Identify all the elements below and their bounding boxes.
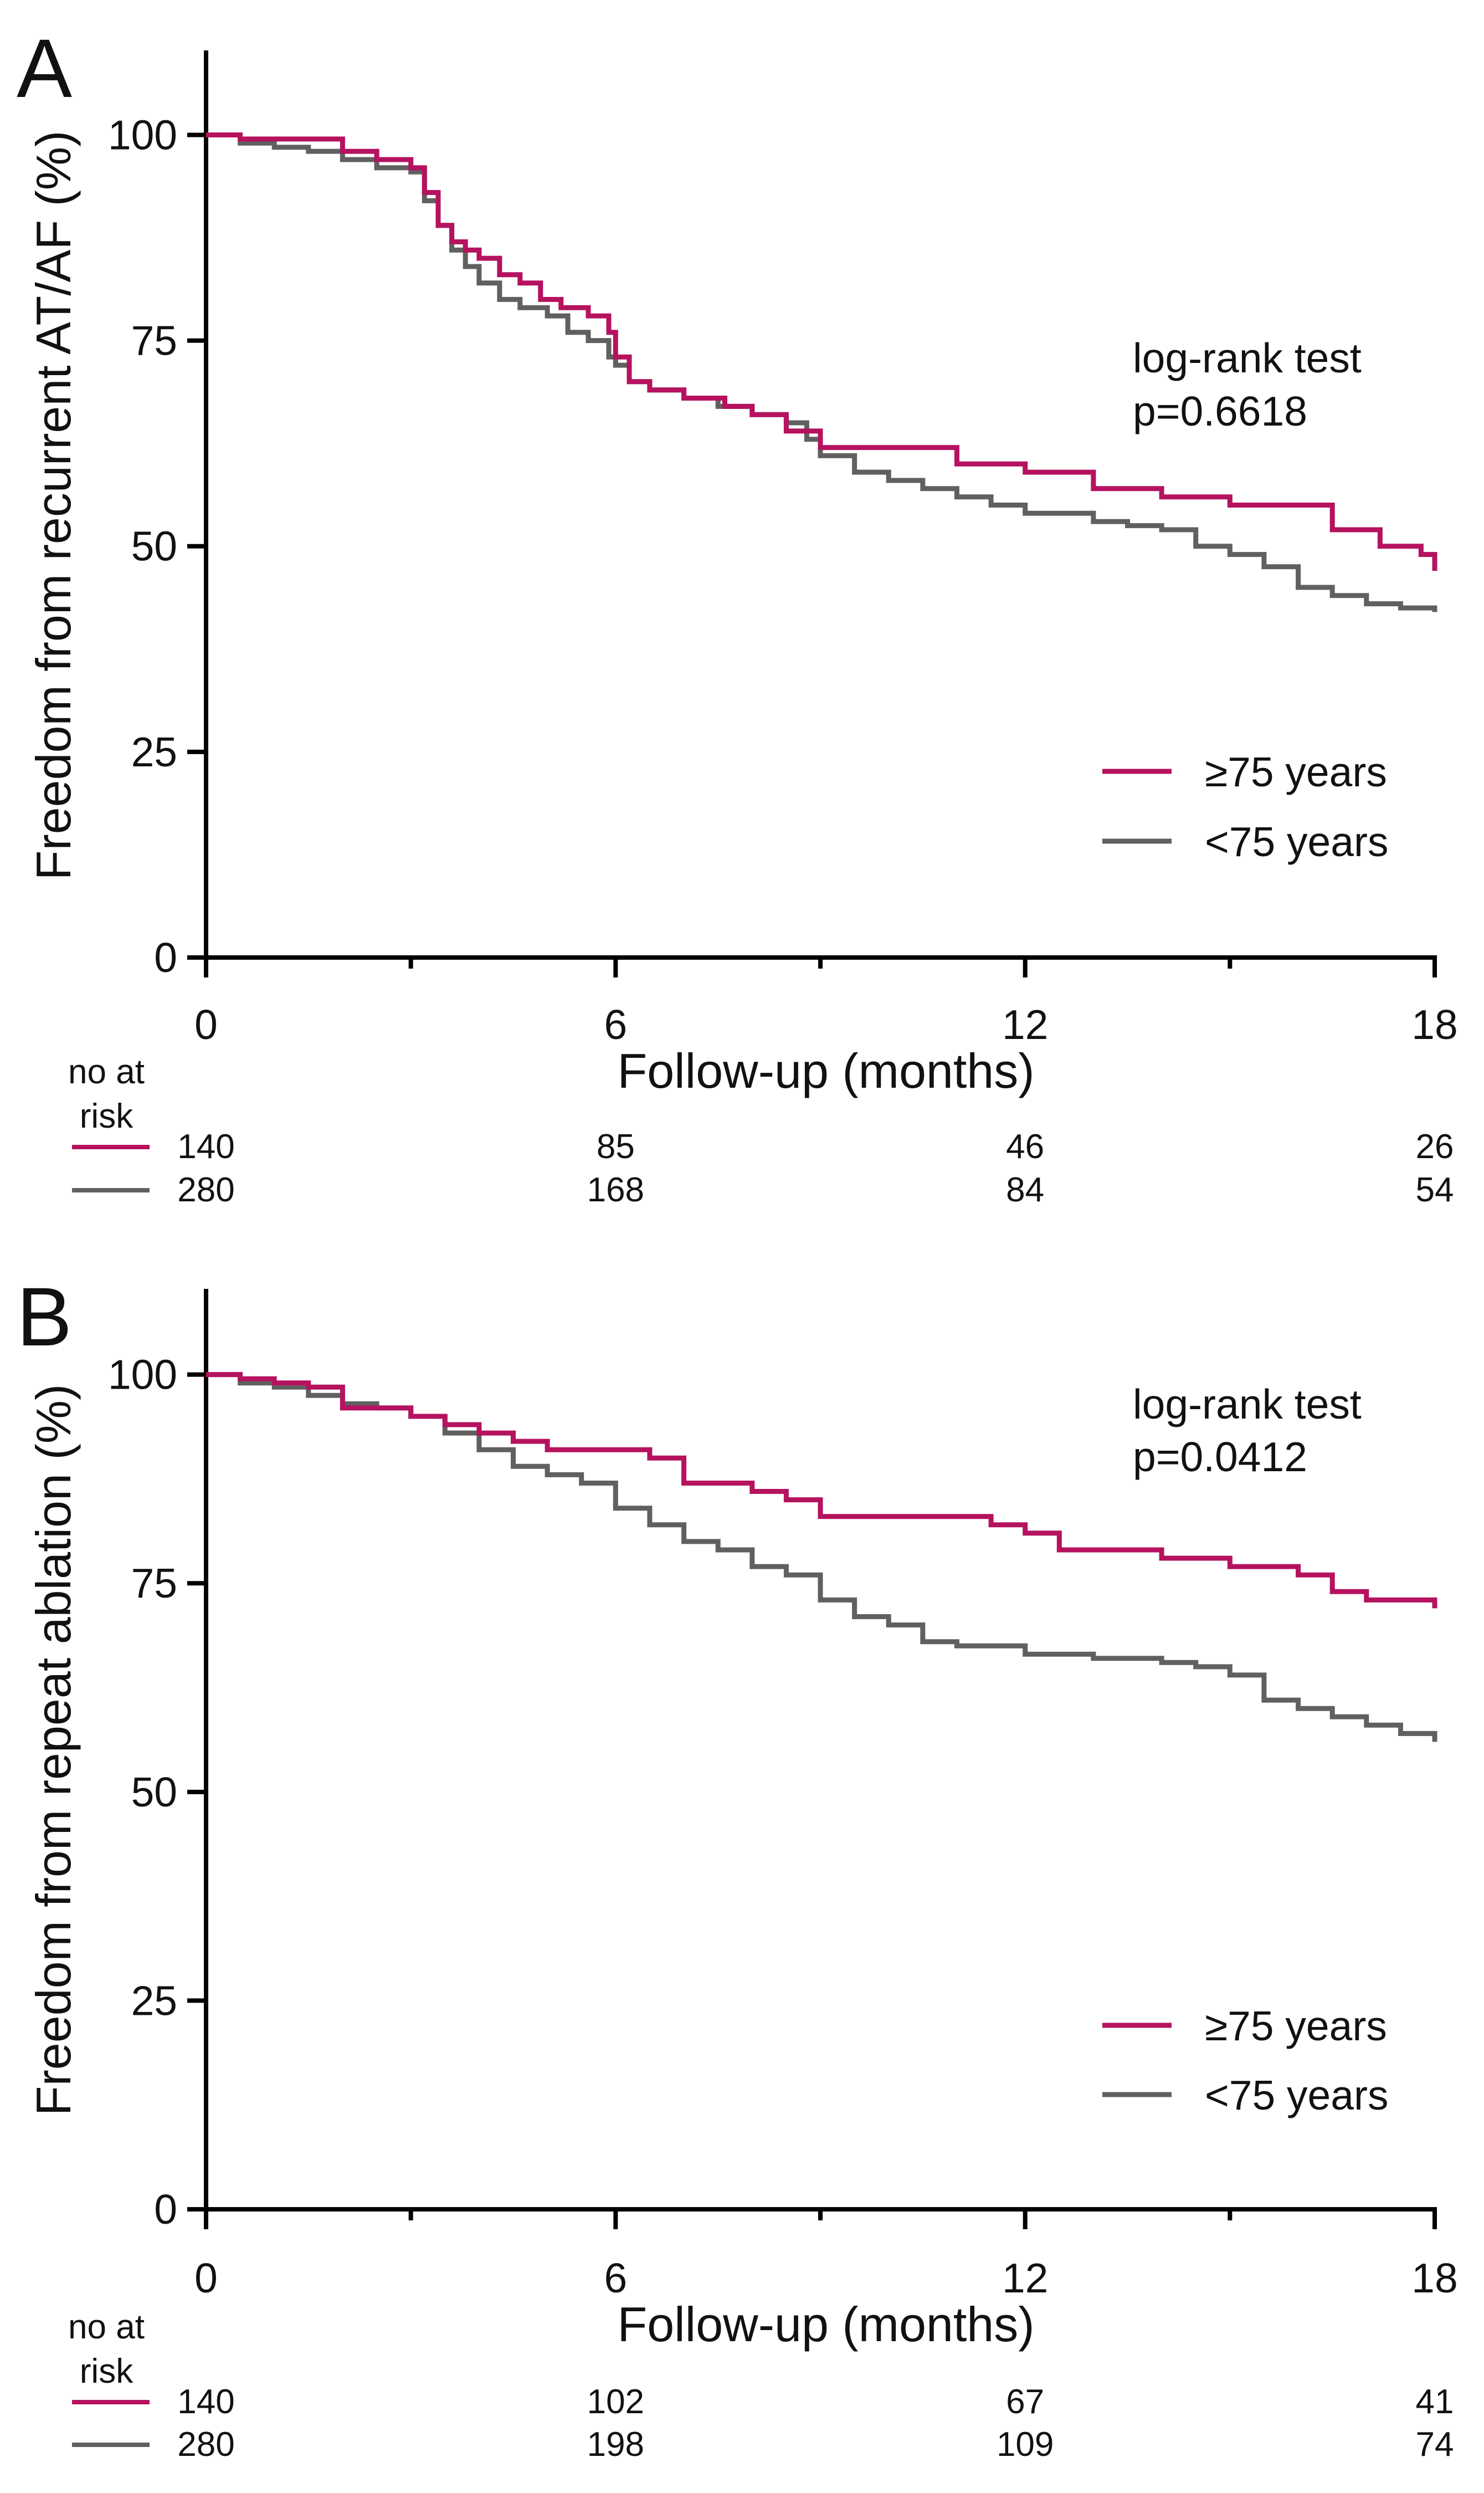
y-tick-label: 50 (131, 1769, 177, 1815)
x-tick-label: 18 (1411, 1001, 1457, 1048)
y-tick-label: 25 (131, 1977, 177, 2024)
x-axis-label: Follow-up (months) (617, 1043, 1034, 1098)
logrank-label: log-rank test (1133, 1381, 1362, 1427)
risk-count: 168 (587, 1171, 644, 1209)
panel-b: B 0 25 50 75 100 0 6 12 18 Follow-up (months) Freed… (17, 1270, 1458, 2464)
y-tick-label: 50 (131, 523, 177, 570)
legend-label-younger: <75 years (1205, 2072, 1388, 2118)
panel-letter: A (17, 22, 72, 115)
y-axis-label: Freedom from recurrent AT/AF (%) (26, 131, 81, 881)
x-tick-label: 12 (1002, 2255, 1048, 2301)
legend-label-older: ≥75 years (1205, 2003, 1387, 2049)
x-tick-label: 6 (604, 1001, 627, 1048)
panel-letter: B (17, 1270, 72, 1363)
y-axis-label: Freedom from repeat ablation (%) (26, 1384, 81, 2116)
legend-label-older: ≥75 years (1205, 749, 1387, 795)
x-tick-label: 18 (1411, 2255, 1457, 2301)
series-older-curve (206, 1372, 1437, 1609)
y-tick-label: 100 (108, 111, 177, 158)
risk-count: 26 (1416, 1128, 1454, 1166)
risk-count: 54 (1416, 1171, 1454, 1209)
risk-header-line2: risk (80, 1097, 133, 1135)
risk-header-line2: risk (80, 2352, 133, 2390)
x-tick-label: 12 (1002, 1001, 1048, 1048)
risk-count: 85 (597, 1128, 635, 1166)
logrank-p-value: p=0.0412 (1133, 1434, 1307, 1480)
risk-header-line1: no at (68, 1053, 145, 1091)
risk-count: 140 (177, 1128, 234, 1166)
panel-a: A 0 25 50 75 100 0 6 12 18 Follow-up (months) Freed… (17, 22, 1458, 1209)
risk-count: 280 (177, 2425, 234, 2464)
risk-count: 140 (177, 2383, 234, 2421)
risk-count: 280 (177, 1171, 234, 1209)
risk-count: 102 (587, 2383, 644, 2421)
series-older-curve (206, 132, 1437, 571)
risk-count: 41 (1416, 2383, 1454, 2421)
series-younger-curve (206, 1372, 1437, 1742)
risk-count: 84 (1006, 1171, 1044, 1209)
x-tick-label: 0 (194, 2255, 218, 2301)
risk-count: 198 (587, 2425, 644, 2464)
legend-label-younger: <75 years (1205, 818, 1388, 865)
risk-count: 67 (1006, 2383, 1044, 2421)
x-tick-label: 0 (194, 1001, 218, 1048)
risk-header-line1: no at (68, 2308, 145, 2346)
risk-count: 46 (1006, 1128, 1044, 1166)
y-tick-label: 25 (131, 729, 177, 775)
logrank-label: log-rank test (1133, 335, 1362, 381)
y-tick-label: 0 (154, 934, 177, 981)
logrank-p-value: p=0.6618 (1133, 388, 1307, 434)
risk-count: 109 (997, 2425, 1054, 2464)
y-tick-label: 100 (108, 1352, 177, 1398)
y-tick-label: 75 (131, 318, 177, 364)
y-tick-label: 0 (154, 2186, 177, 2233)
series-younger-curve (206, 132, 1437, 612)
x-tick-label: 6 (604, 2255, 627, 2301)
y-tick-label: 75 (131, 1560, 177, 1606)
risk-count: 74 (1416, 2425, 1454, 2464)
x-axis-label: Follow-up (months) (617, 2297, 1034, 2352)
